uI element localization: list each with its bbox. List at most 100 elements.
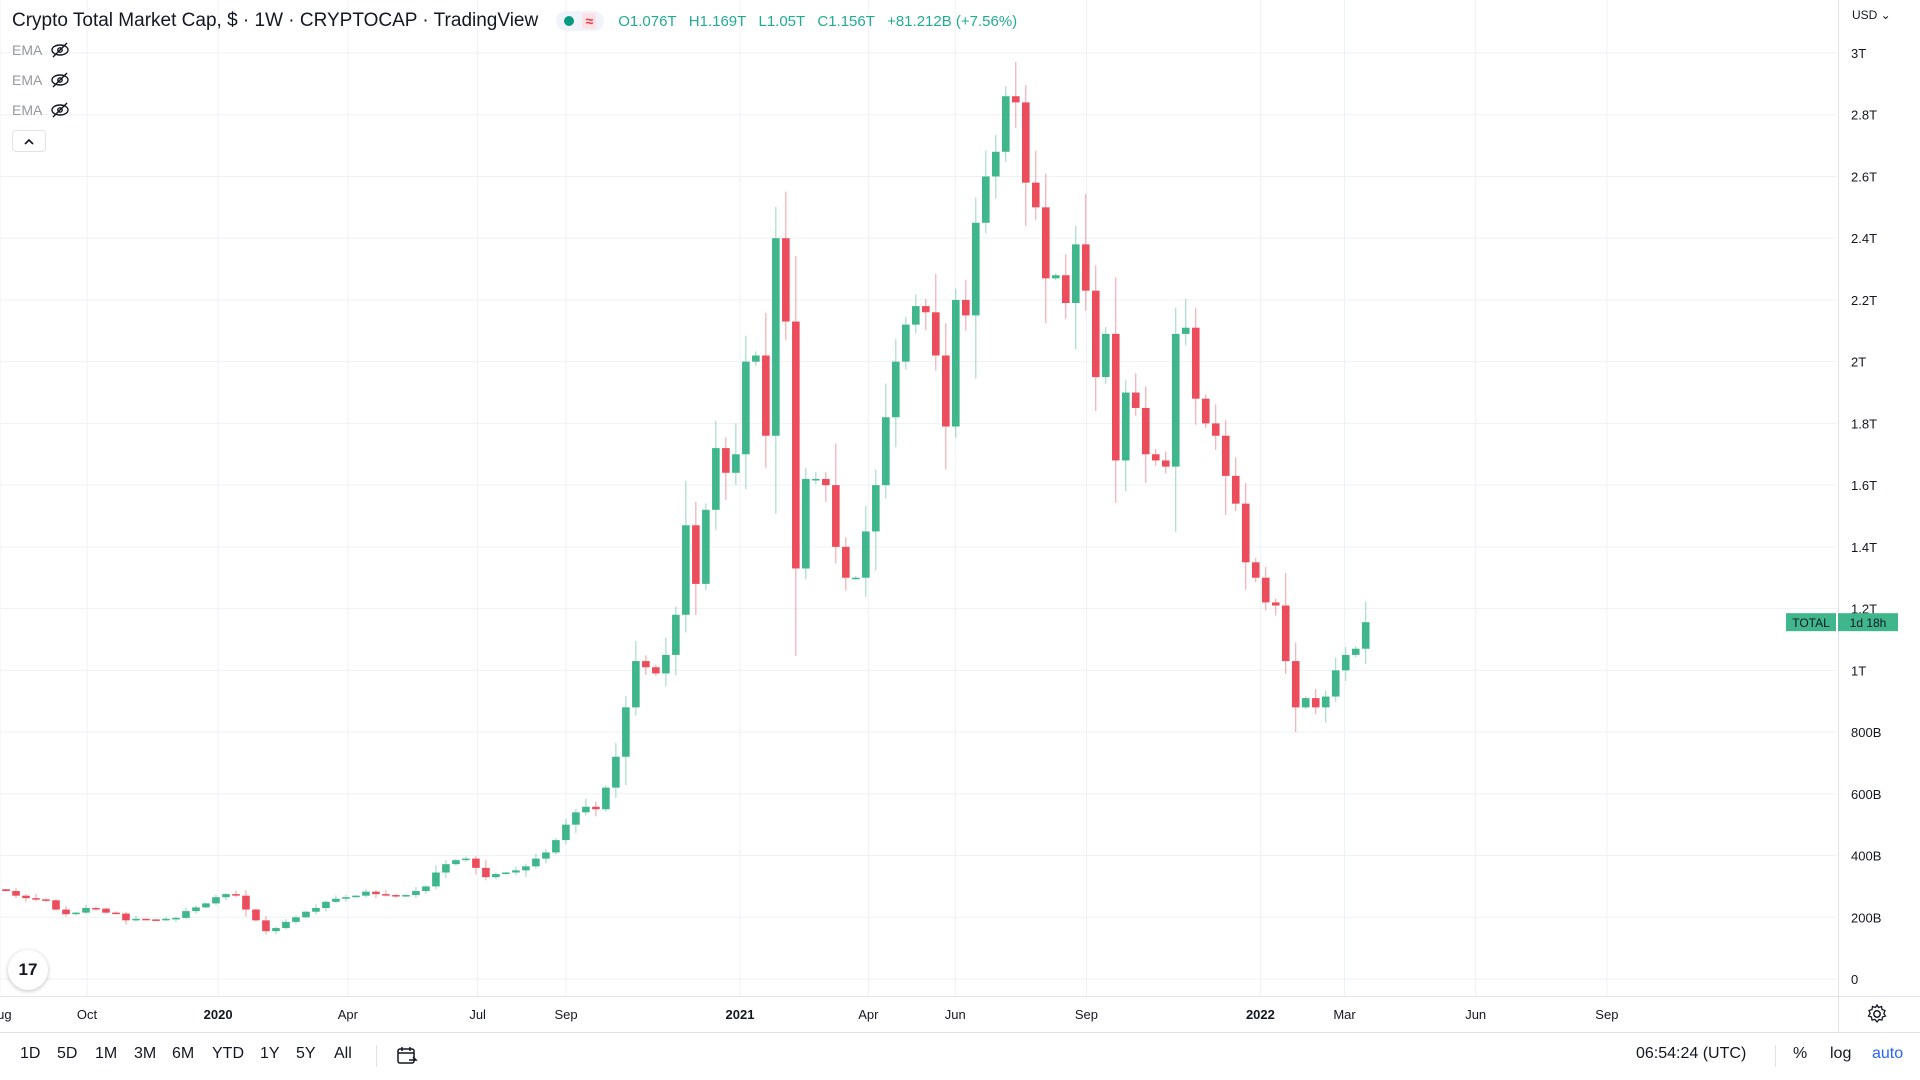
currency-selector[interactable]: USD ⌄ bbox=[1852, 8, 1891, 22]
candle-down bbox=[92, 908, 100, 910]
series-label-bg bbox=[1786, 613, 1836, 632]
candle-down bbox=[642, 661, 650, 668]
ohlc-low: L1.05T bbox=[758, 12, 806, 30]
range-1m-button[interactable]: 1M bbox=[95, 1045, 118, 1062]
candle-up bbox=[982, 176, 990, 223]
candle-down bbox=[1311, 698, 1320, 708]
candle-down bbox=[1291, 661, 1300, 708]
candle-down bbox=[152, 919, 160, 921]
candle-down bbox=[1191, 327, 1200, 399]
ohlc-close: C1.156T bbox=[817, 12, 875, 30]
candle-down bbox=[372, 891, 380, 895]
y-tick-label: 2.8T bbox=[1851, 108, 1877, 123]
candle-down bbox=[762, 355, 770, 436]
candle-up bbox=[612, 756, 620, 788]
y-tick-label: 2.2T bbox=[1851, 293, 1877, 308]
calendar-icon[interactable] bbox=[396, 1045, 418, 1067]
candle-up bbox=[992, 151, 1000, 177]
range-6m-button[interactable]: 6M bbox=[172, 1045, 195, 1062]
chevron-up-icon bbox=[24, 138, 34, 145]
indicator-ema-2[interactable]: EMA bbox=[12, 69, 70, 91]
log-scale-button[interactable]: log bbox=[1830, 1045, 1852, 1062]
visibility-toggle[interactable]: ≈ bbox=[556, 11, 605, 31]
range-3m-button[interactable]: 3M bbox=[134, 1045, 157, 1062]
utc-clock[interactable]: 06:54:24 (UTC) bbox=[1636, 1045, 1747, 1062]
range-5d-button[interactable]: 5D bbox=[57, 1045, 78, 1062]
indicator-ema-3[interactable]: EMA bbox=[12, 99, 70, 121]
candle-up bbox=[522, 866, 530, 871]
eye-crossed-icon[interactable] bbox=[50, 102, 70, 118]
candle-up bbox=[352, 895, 360, 898]
candle-down bbox=[122, 913, 130, 921]
range-ytd-button[interactable]: YTD bbox=[212, 1045, 244, 1062]
candle-down bbox=[472, 858, 480, 868]
candle-down bbox=[112, 912, 120, 915]
x-tick-label: Jul bbox=[469, 1007, 486, 1022]
candle-up bbox=[682, 525, 690, 615]
indicator-label: EMA bbox=[12, 72, 43, 88]
axis-labels: 0 200B 400B 600B 800B 1T 1.2T 1.4T 1.6T 1.8T 2T 2.2… bbox=[0, 46, 1898, 1022]
eye-crossed-icon[interactable] bbox=[50, 72, 70, 88]
percent-scale-button[interactable]: % bbox=[1793, 1045, 1808, 1062]
x-tick-label: Aug bbox=[0, 1007, 12, 1022]
y-tick-label: 2.6T bbox=[1851, 169, 1877, 184]
eye-crossed-icon[interactable] bbox=[50, 42, 70, 58]
candle-down bbox=[1151, 454, 1160, 461]
auto-scale-button[interactable]: auto bbox=[1872, 1045, 1904, 1062]
range-1y-button[interactable]: 1Y bbox=[260, 1045, 280, 1062]
candle-down bbox=[232, 894, 240, 896]
candle-down bbox=[62, 909, 70, 915]
range-5y-button[interactable]: 5Y bbox=[296, 1045, 316, 1062]
series-name-label: TOTAL bbox=[1792, 616, 1830, 630]
candle-down bbox=[1281, 605, 1290, 662]
candle-down bbox=[1241, 503, 1250, 563]
candle-up bbox=[862, 531, 870, 578]
candle-down bbox=[482, 867, 490, 878]
range-all-button[interactable]: All bbox=[334, 1045, 352, 1062]
candle-down bbox=[392, 895, 400, 897]
gear-icon[interactable] bbox=[1866, 1003, 1888, 1025]
candle-up bbox=[1181, 327, 1190, 334]
candle-down bbox=[962, 299, 970, 316]
candle-up bbox=[1341, 654, 1350, 671]
range-1d-button[interactable]: 1D bbox=[20, 1045, 41, 1062]
candle-up bbox=[82, 908, 90, 913]
candle-up bbox=[1301, 698, 1310, 708]
indicator-ema-1[interactable]: EMA bbox=[12, 39, 70, 61]
candle-up bbox=[1351, 648, 1360, 655]
candle-down bbox=[102, 908, 110, 913]
y-tick-label: 1.4T bbox=[1851, 540, 1877, 555]
candle-up bbox=[1051, 275, 1060, 279]
tradingview-logo-icon[interactable]: 17 bbox=[8, 950, 48, 990]
candle-down bbox=[1211, 423, 1220, 436]
candle-up bbox=[182, 911, 190, 918]
y-tick-label: 400B bbox=[1851, 849, 1881, 864]
candle-up bbox=[292, 917, 300, 922]
candle-down bbox=[1111, 333, 1120, 461]
candle-up bbox=[882, 417, 890, 486]
candle-down bbox=[832, 485, 840, 547]
candle-up bbox=[1101, 333, 1110, 378]
candle-wicks bbox=[5, 61, 1367, 935]
candle-down bbox=[1141, 407, 1150, 455]
candle-up bbox=[282, 921, 290, 929]
y-tick-label: 800B bbox=[1851, 725, 1881, 740]
candle-up bbox=[452, 860, 460, 865]
candle-down bbox=[1041, 207, 1050, 279]
candle-up bbox=[902, 324, 910, 362]
y-tick-label: 1.2T bbox=[1851, 602, 1877, 617]
toolbar-divider bbox=[1775, 1045, 1776, 1067]
candle-up bbox=[312, 908, 320, 912]
y-tick-label: 2.4T bbox=[1851, 231, 1877, 246]
price-chart[interactable]: 0 200B 400B 600B 800B 1T 1.2T 1.4T 1.6T 1.8T 2T 2.2… bbox=[0, 0, 1920, 1032]
candle-down bbox=[722, 448, 730, 473]
x-tick-label: 2021 bbox=[726, 1007, 755, 1022]
candle-down bbox=[792, 321, 800, 569]
candle-up bbox=[1331, 670, 1340, 697]
candle-up bbox=[702, 509, 710, 584]
candle-up bbox=[222, 894, 230, 898]
candle-up bbox=[192, 907, 200, 912]
bottom-toolbar: 1D 5D 1M 3M 6M YTD 1Y 5Y All 06:54:24 (U… bbox=[0, 1032, 1920, 1080]
collapse-legend-button[interactable] bbox=[12, 130, 46, 152]
candle-down bbox=[1081, 244, 1090, 291]
